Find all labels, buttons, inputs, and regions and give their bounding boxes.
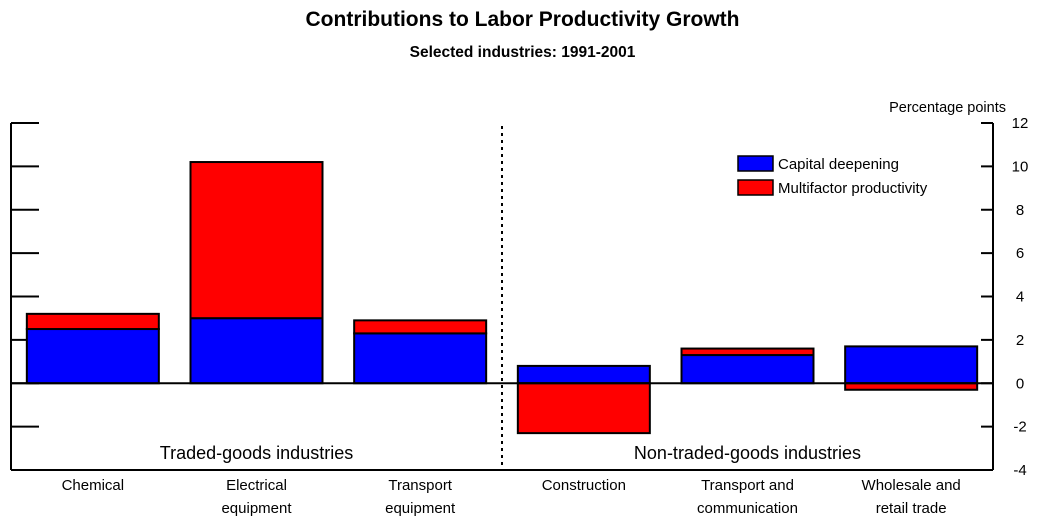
bar-multifactor-productivity (191, 162, 323, 318)
legend-label: Capital deepening (778, 156, 899, 173)
category-label: communication (697, 500, 798, 517)
y-tick-label: 6 (1016, 245, 1024, 262)
bar-capital-deepening (518, 366, 650, 383)
y-tick-label: 10 (1012, 158, 1029, 175)
legend-label: Multifactor productivity (778, 180, 928, 197)
category-label: Transport and (701, 477, 794, 494)
category-label: Construction (542, 477, 626, 494)
category-label: retail trade (876, 500, 947, 517)
bar-capital-deepening (682, 355, 814, 383)
group-label: Non-traded-goods industries (634, 443, 861, 463)
legend-swatch (738, 180, 773, 195)
bar-multifactor-productivity (27, 314, 159, 329)
bar-capital-deepening (354, 333, 486, 383)
category-label: Electrical (226, 477, 287, 494)
bar-capital-deepening (845, 346, 977, 383)
category-label: Transport (388, 477, 452, 494)
y-tick-label: 0 (1016, 375, 1024, 392)
y-tick-label: -4 (1013, 462, 1026, 479)
category-label: equipment (221, 500, 292, 517)
y-tick-label: -2 (1013, 419, 1026, 436)
y-tick-label: 8 (1016, 202, 1024, 219)
legend-swatch (738, 156, 773, 171)
bar-multifactor-productivity (354, 320, 486, 333)
y-tick-label: 2 (1016, 332, 1024, 349)
category-label: Wholesale and (862, 477, 961, 494)
category-label: equipment (385, 500, 456, 517)
bar-multifactor-productivity (682, 349, 814, 356)
bar-multifactor-productivity (518, 383, 650, 433)
y-tick-label: 12 (1012, 115, 1029, 132)
y-axis-unit-label: Percentage points (889, 100, 1006, 116)
y-tick-label: 4 (1016, 289, 1024, 306)
category-label: Chemical (62, 477, 125, 494)
group-label: Traded-goods industries (160, 443, 353, 463)
bar-capital-deepening (27, 329, 159, 383)
bar-capital-deepening (191, 318, 323, 383)
